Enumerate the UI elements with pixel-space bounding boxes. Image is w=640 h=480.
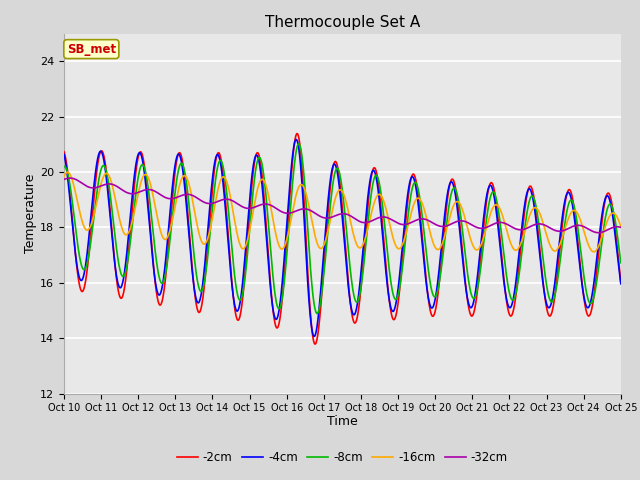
Line: -16cm: -16cm <box>64 172 621 252</box>
-32cm <box>274 206 282 212</box>
-2cm <box>157 302 164 308</box>
-32cm <box>67 175 74 181</box>
-2cm <box>547 313 554 319</box>
Title: Thermocouple Set A: Thermocouple Set A <box>265 15 420 30</box>
Line: -32cm: -32cm <box>64 178 621 233</box>
-8cm <box>60 164 68 169</box>
-16cm <box>617 224 625 229</box>
-4cm <box>547 303 554 309</box>
-8cm <box>606 201 614 207</box>
-2cm <box>293 131 301 136</box>
-2cm <box>60 149 68 155</box>
-16cm <box>64 169 72 175</box>
-2cm <box>298 163 306 168</box>
-16cm <box>60 174 68 180</box>
-32cm <box>298 206 306 212</box>
Y-axis label: Temperature: Temperature <box>24 174 37 253</box>
Line: -4cm: -4cm <box>64 140 621 336</box>
-4cm <box>157 290 164 296</box>
-2cm <box>124 260 131 266</box>
-8cm <box>124 260 131 265</box>
-32cm <box>546 225 554 231</box>
-4cm <box>606 199 614 205</box>
-32cm <box>157 192 164 198</box>
-4cm <box>617 281 625 287</box>
-16cm <box>157 229 164 235</box>
-8cm <box>274 304 282 310</box>
-2cm <box>617 279 625 285</box>
Text: SB_met: SB_met <box>67 43 116 56</box>
-8cm <box>617 260 625 265</box>
-16cm <box>606 212 614 218</box>
-16cm <box>298 182 306 188</box>
-16cm <box>124 231 132 237</box>
-8cm <box>547 298 554 303</box>
-8cm <box>313 311 321 316</box>
-8cm <box>157 279 164 285</box>
-4cm <box>274 314 282 320</box>
-32cm <box>606 226 614 231</box>
-32cm <box>60 177 68 182</box>
-4cm <box>60 152 68 157</box>
X-axis label: Time: Time <box>327 415 358 428</box>
-32cm <box>617 225 625 230</box>
-32cm <box>595 230 602 236</box>
Legend: -2cm, -4cm, -8cm, -16cm, -32cm: -2cm, -4cm, -8cm, -16cm, -32cm <box>172 446 513 469</box>
-4cm <box>298 179 306 184</box>
-2cm <box>311 341 319 347</box>
-4cm <box>124 243 131 249</box>
-8cm <box>298 152 306 158</box>
-2cm <box>274 325 282 331</box>
-16cm <box>590 249 598 255</box>
-2cm <box>606 193 614 199</box>
-8cm <box>295 141 303 147</box>
-16cm <box>274 239 282 244</box>
-4cm <box>310 334 318 339</box>
-4cm <box>292 137 300 143</box>
-16cm <box>546 242 554 248</box>
Line: -8cm: -8cm <box>64 144 621 313</box>
-32cm <box>124 190 132 196</box>
Line: -2cm: -2cm <box>64 133 621 344</box>
